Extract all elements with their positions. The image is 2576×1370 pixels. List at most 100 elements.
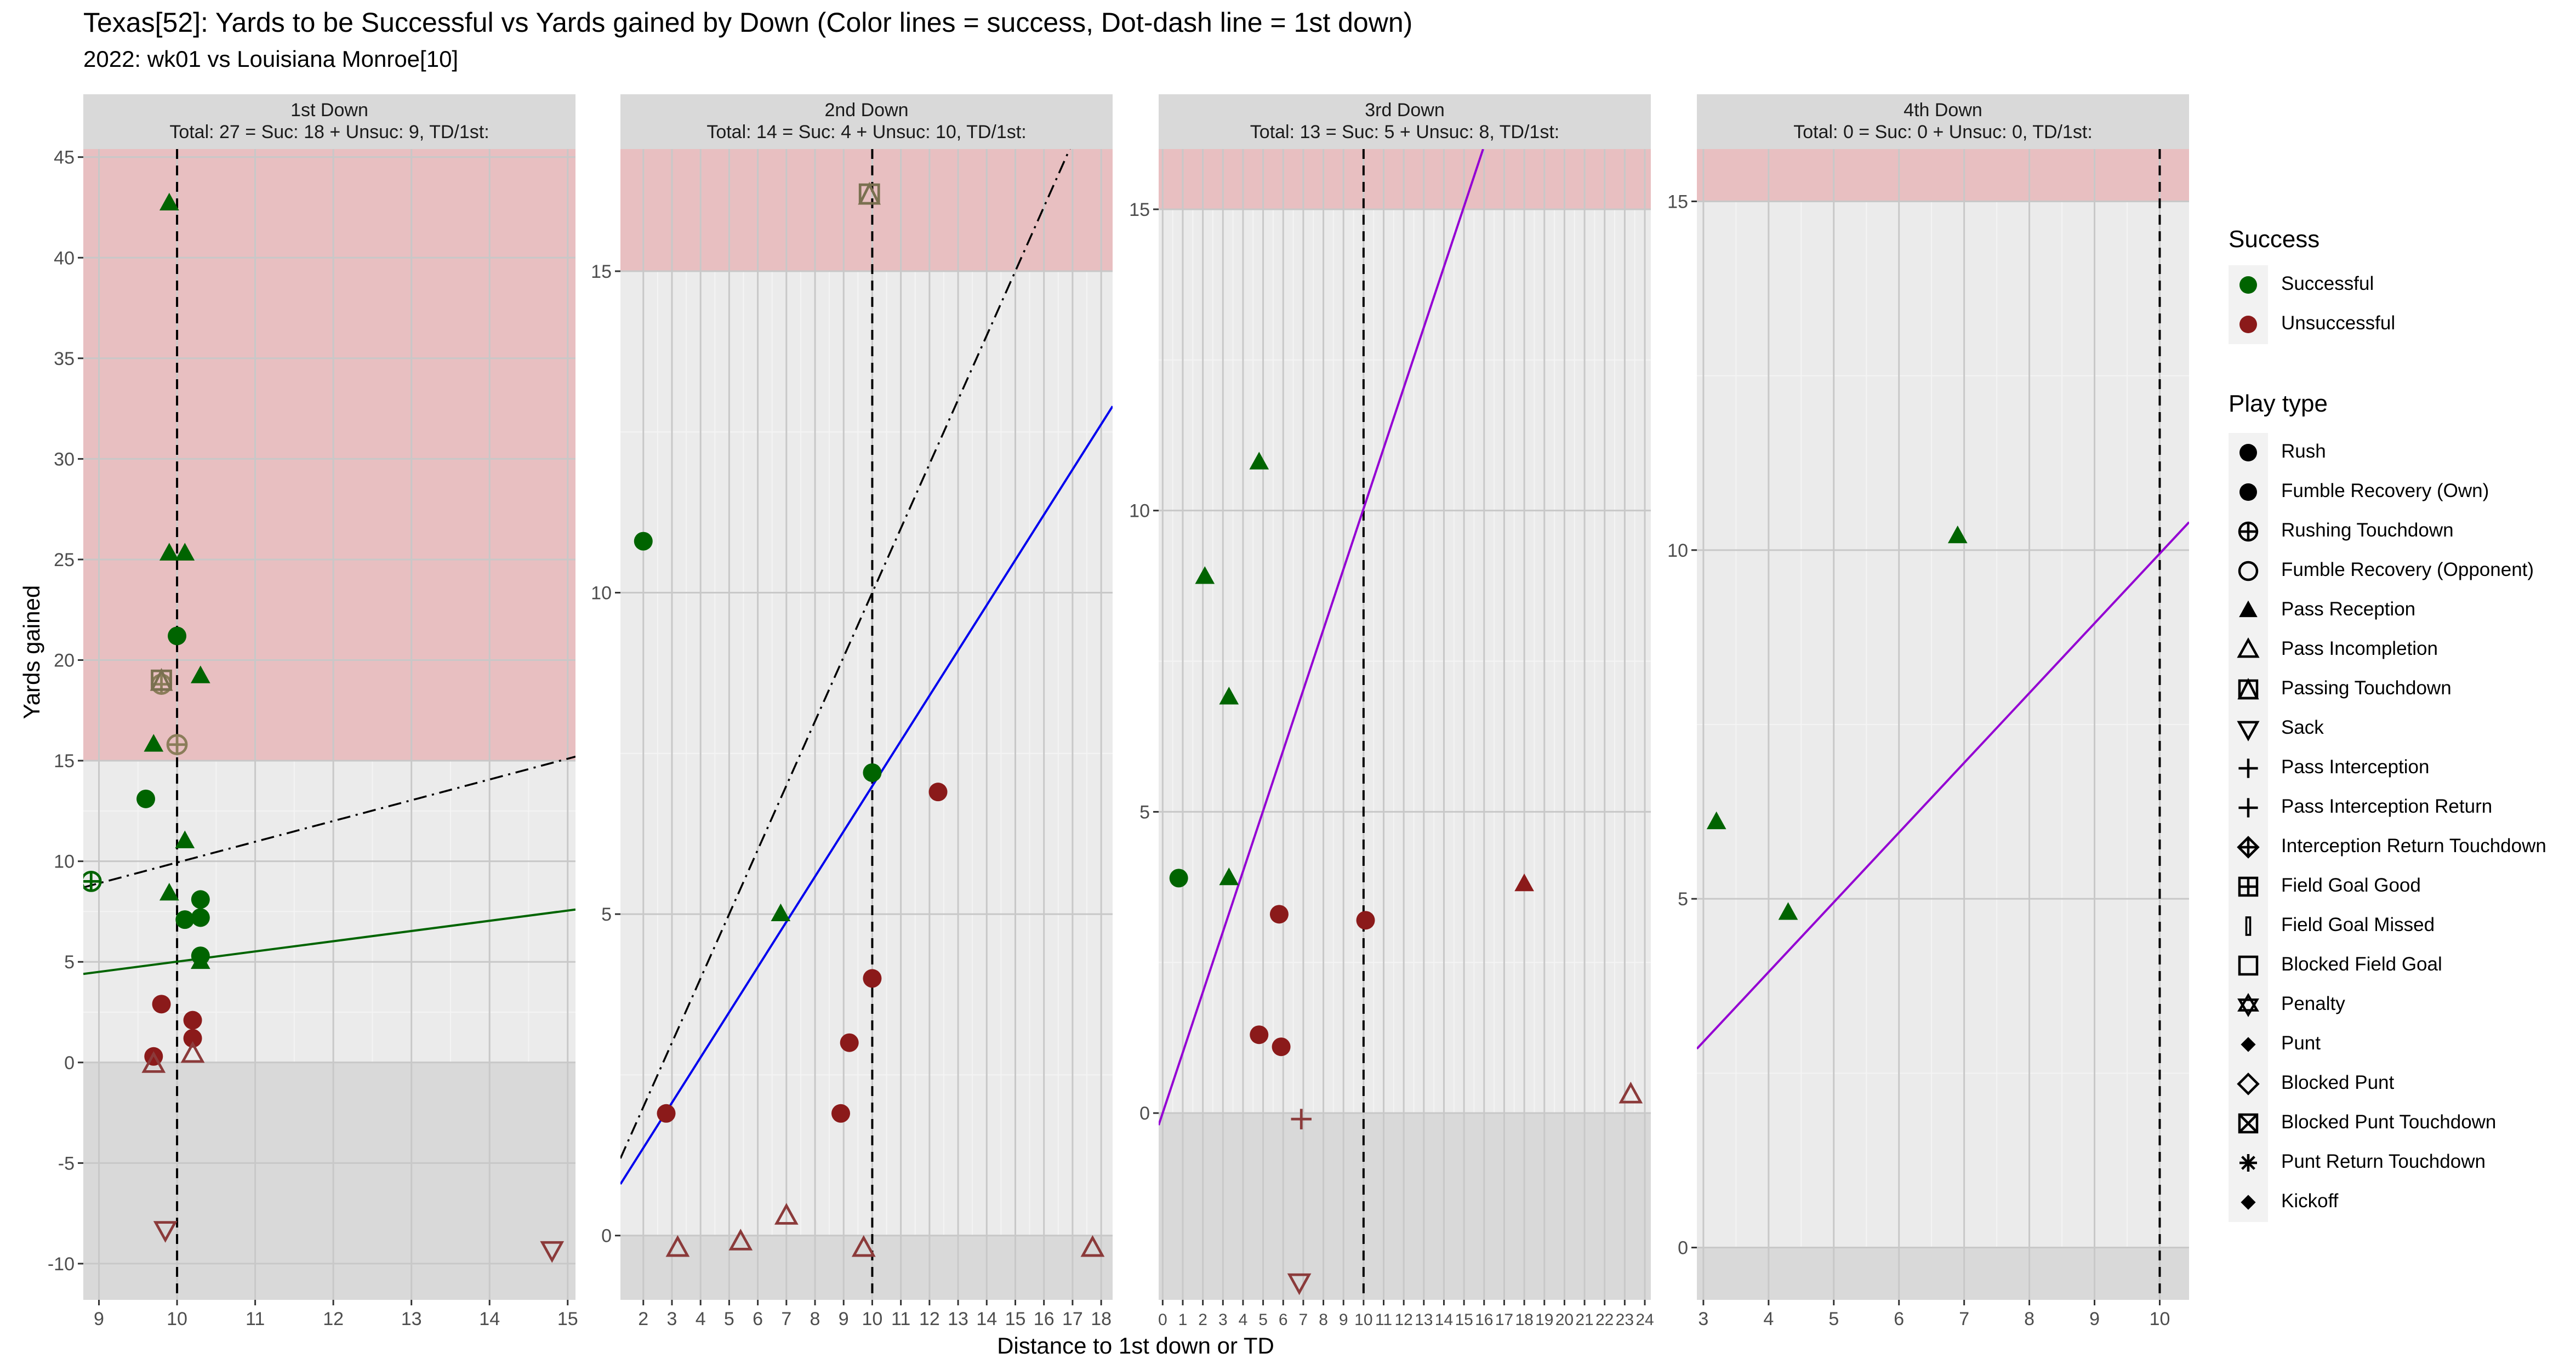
legend-label: Kickoff bbox=[2281, 1190, 2339, 1212]
panel-strip-subtitle: Total: 13 = Suc: 5 + Unsuc: 8, TD/1st: bbox=[1250, 122, 1559, 142]
data-point bbox=[774, 1203, 799, 1225]
x-tick-label: 9 bbox=[839, 1309, 849, 1329]
x-tick-label: 24 bbox=[1635, 1311, 1654, 1329]
legend-label: Rush bbox=[2281, 441, 2326, 462]
data-point bbox=[191, 908, 210, 927]
y-tick-label: 10 bbox=[591, 583, 612, 603]
legend-key-background bbox=[2229, 709, 2268, 749]
panel-strip-subtitle: Total: 27 = Suc: 18 + Unsuc: 9, TD/1st: bbox=[169, 122, 489, 142]
data-point bbox=[141, 1051, 166, 1073]
x-tick-label: 8 bbox=[810, 1309, 820, 1329]
y-tick-label: 20 bbox=[54, 650, 75, 671]
x-tick-label: 6 bbox=[1894, 1309, 1904, 1329]
panel-strip bbox=[1159, 94, 1651, 149]
data-point bbox=[858, 181, 881, 205]
x-tick-label: 14 bbox=[479, 1309, 500, 1329]
data-point bbox=[152, 995, 171, 1014]
x-tick-label: 8 bbox=[2024, 1309, 2034, 1329]
data-point bbox=[634, 532, 653, 551]
legend-label: Punt bbox=[2281, 1032, 2321, 1054]
x-tick-label: 3 bbox=[1218, 1311, 1228, 1329]
data-point bbox=[83, 870, 102, 892]
legend-symbol bbox=[2237, 1072, 2260, 1095]
legend-key bbox=[2229, 630, 2268, 670]
loss-band bbox=[1697, 1247, 2189, 1300]
x-tick-label: 16 bbox=[1475, 1311, 1493, 1329]
panel-plot-area bbox=[83, 149, 575, 1300]
first-down-dotdash-line bbox=[620, 149, 1071, 1159]
x-tick-label: 21 bbox=[1575, 1311, 1593, 1329]
x-tick-label: 19 bbox=[1535, 1311, 1553, 1329]
legend-symbol bbox=[2238, 561, 2259, 581]
loss-band bbox=[620, 1235, 1113, 1300]
legend-key-background bbox=[2229, 906, 2268, 946]
legend-key-background bbox=[2229, 1064, 2268, 1104]
x-tick-label: 1 bbox=[1178, 1311, 1188, 1329]
y-tick-label: 10 bbox=[1667, 540, 1688, 561]
data-point bbox=[1947, 525, 1968, 544]
data-point bbox=[1618, 1081, 1643, 1104]
legend-key bbox=[2229, 906, 2268, 946]
data-point bbox=[665, 1235, 690, 1257]
legend-label: Successful bbox=[2281, 273, 2374, 294]
legend-key-background bbox=[2229, 630, 2268, 670]
legend-label: Field Goal Good bbox=[2281, 875, 2421, 896]
y-tick-label: 15 bbox=[1129, 199, 1150, 220]
panel-strip-title: 1st Down bbox=[290, 100, 368, 121]
legend-label: Rushing Touchdown bbox=[2281, 520, 2454, 541]
legend-symbol bbox=[2238, 798, 2258, 818]
legend-success-title: Success bbox=[2229, 226, 2320, 253]
y-tick-label: 35 bbox=[54, 349, 75, 369]
x-tick-label: 5 bbox=[1258, 1311, 1268, 1329]
data-point bbox=[144, 734, 164, 752]
legend-key-background bbox=[2229, 985, 2268, 1025]
data-point bbox=[183, 1029, 202, 1048]
legend-key bbox=[2229, 867, 2268, 906]
panel-plot-area bbox=[1697, 149, 2189, 1300]
x-tick-label: 10 bbox=[167, 1309, 187, 1329]
x-tick-label: 9 bbox=[1339, 1311, 1348, 1329]
chart-title: Texas[52]: Yards to be Successful vs Yar… bbox=[83, 7, 1413, 38]
x-tick-label: 5 bbox=[1828, 1309, 1839, 1329]
legend-key bbox=[2229, 1104, 2268, 1143]
legend-symbol bbox=[2245, 916, 2252, 936]
x-tick-label: 4 bbox=[1763, 1309, 1774, 1329]
first-down-dotdash-line bbox=[83, 756, 575, 889]
legend-label: Field Goal Missed bbox=[2281, 914, 2435, 935]
panel-strip-title: 3rd Down bbox=[1365, 100, 1445, 121]
data-point bbox=[1269, 905, 1289, 924]
legend-key bbox=[2229, 827, 2268, 867]
data-point bbox=[928, 783, 948, 802]
y-tick-label: 0 bbox=[64, 1053, 75, 1074]
legend-key bbox=[2229, 472, 2268, 512]
data-point bbox=[1219, 867, 1239, 886]
panel-plot-area bbox=[1159, 149, 1651, 1300]
data-point bbox=[840, 1033, 859, 1052]
y-tick-label: 15 bbox=[54, 751, 75, 772]
data-point bbox=[657, 1104, 676, 1123]
data-point bbox=[1195, 566, 1215, 584]
x-tick-label: 11 bbox=[246, 1309, 265, 1329]
data-point bbox=[728, 1229, 753, 1251]
data-point bbox=[175, 543, 195, 561]
legend-label: Punt Return Touchdown bbox=[2281, 1151, 2486, 1172]
success-band bbox=[1697, 149, 2189, 202]
data-point bbox=[1272, 1037, 1291, 1057]
legend-symbol bbox=[2237, 637, 2260, 658]
x-tick-label: 13 bbox=[948, 1309, 968, 1329]
y-tick-label: -5 bbox=[58, 1153, 75, 1174]
legend-key bbox=[2229, 670, 2268, 709]
legend-label: Penalty bbox=[2281, 993, 2345, 1014]
y-tick-label: 10 bbox=[54, 852, 75, 872]
panel-strip-title: 2nd Down bbox=[824, 100, 908, 121]
data-point bbox=[168, 626, 187, 646]
x-tick-label: 7 bbox=[1299, 1311, 1308, 1329]
x-tick-label: 18 bbox=[1091, 1309, 1112, 1329]
legend-key-background bbox=[2229, 551, 2268, 591]
x-tick-label: 14 bbox=[976, 1309, 997, 1329]
y-tick-label: 15 bbox=[1667, 191, 1688, 212]
y-tick-label: 5 bbox=[1678, 889, 1688, 910]
legend-symbol bbox=[2239, 600, 2258, 618]
legend-label: Sack bbox=[2281, 717, 2324, 738]
